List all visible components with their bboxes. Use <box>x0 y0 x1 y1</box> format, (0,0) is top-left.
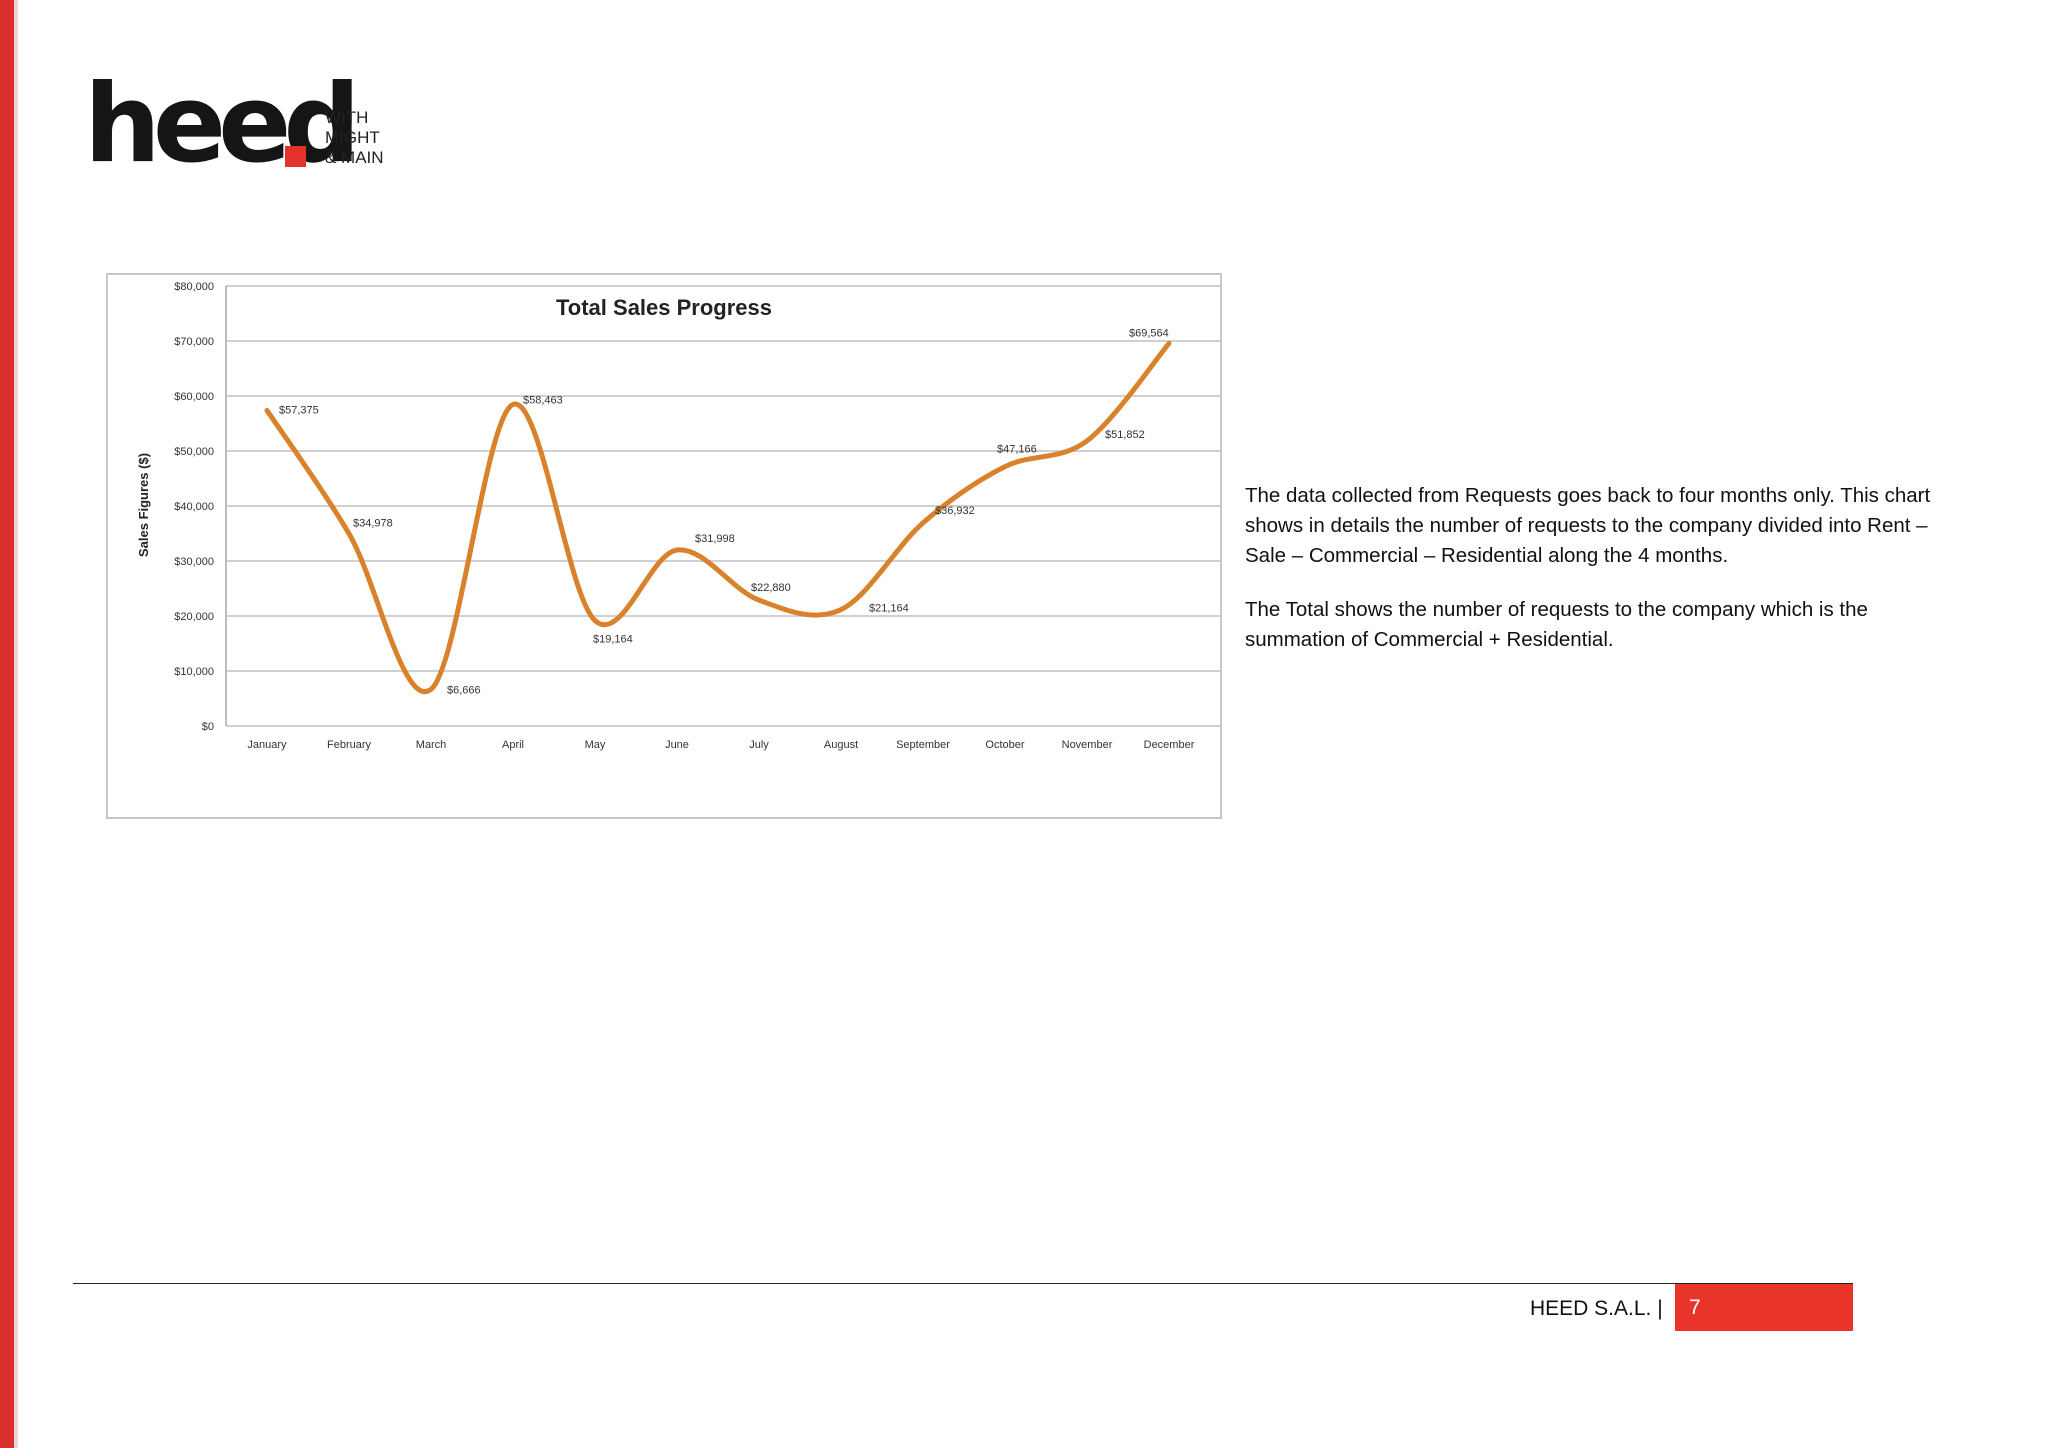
y-tick-label: $20,000 <box>174 611 214 623</box>
sales-chart-svg: $0 $10,000 $20,000 $30,000 $40,000 $50,000 $60… <box>136 281 1220 751</box>
footer-divider <box>73 1283 1853 1284</box>
y-tick-label: $80,000 <box>174 281 214 293</box>
x-tick-label: August <box>824 739 858 751</box>
heed-logo: heed WITH MIGHT & MAIN <box>84 62 404 187</box>
y-tick-label: $10,000 <box>174 666 214 678</box>
y-tick-label: $70,000 <box>174 336 214 348</box>
x-tick-label: June <box>665 739 689 751</box>
data-label: $51,852 <box>1105 429 1145 441</box>
page-number-badge: 7 <box>1675 1284 1853 1331</box>
left-accent-bar <box>0 0 18 1448</box>
data-label: $19,164 <box>593 634 633 646</box>
y-tick-label: $0 <box>202 721 214 733</box>
y-tick-label: $60,000 <box>174 391 214 403</box>
data-label: $36,932 <box>935 505 975 517</box>
y-tick-label: $30,000 <box>174 556 214 568</box>
logo-tagline-line: WITH <box>325 108 369 127</box>
sales-chart: $0 $10,000 $20,000 $30,000 $40,000 $50,000 $60… <box>106 273 1222 819</box>
data-label: $22,880 <box>751 582 791 594</box>
footer-company-name: HEED S.A.L. | <box>1530 1297 1663 1320</box>
x-tick-label: September <box>896 739 950 751</box>
chart-y-axis-label: Sales Figures ($) <box>136 453 151 557</box>
chart-description: The data collected from Requests goes ba… <box>1245 481 1965 679</box>
description-paragraph: The data collected from Requests goes ba… <box>1245 484 1931 567</box>
description-paragraph: The Total shows the number of requests t… <box>1245 598 1868 651</box>
data-label: $31,998 <box>695 533 735 545</box>
x-tick-label: July <box>749 739 769 751</box>
y-tick-label: $40,000 <box>174 501 214 513</box>
logo-tagline: WITH MIGHT & MAIN <box>325 108 384 168</box>
x-tick-label: April <box>502 739 524 751</box>
data-label: $47,166 <box>997 444 1037 456</box>
data-label: $69,564 <box>1129 327 1169 339</box>
data-label: $58,463 <box>523 394 563 406</box>
y-tick-label: $50,000 <box>174 446 214 458</box>
x-tick-label: October <box>985 739 1024 751</box>
x-tick-label: November <box>1062 739 1113 751</box>
logo-red-square <box>285 146 306 167</box>
data-label: $21,164 <box>869 603 909 615</box>
x-tick-label: March <box>416 739 447 751</box>
data-label: $57,375 <box>279 404 319 416</box>
x-tick-label: February <box>327 739 372 751</box>
data-label: $6,666 <box>447 684 481 696</box>
logo-wordmark: heed <box>84 62 361 187</box>
x-tick-label: December <box>1144 739 1195 751</box>
series-line <box>264 340 1172 695</box>
chart-title: Total Sales Progress <box>556 295 772 320</box>
x-tick-label: May <box>585 739 606 751</box>
data-label: $34,978 <box>353 518 393 530</box>
logo-tagline-line: MIGHT <box>325 128 380 147</box>
x-tick-label: January <box>247 739 287 751</box>
logo-tagline-line: & MAIN <box>325 148 384 167</box>
